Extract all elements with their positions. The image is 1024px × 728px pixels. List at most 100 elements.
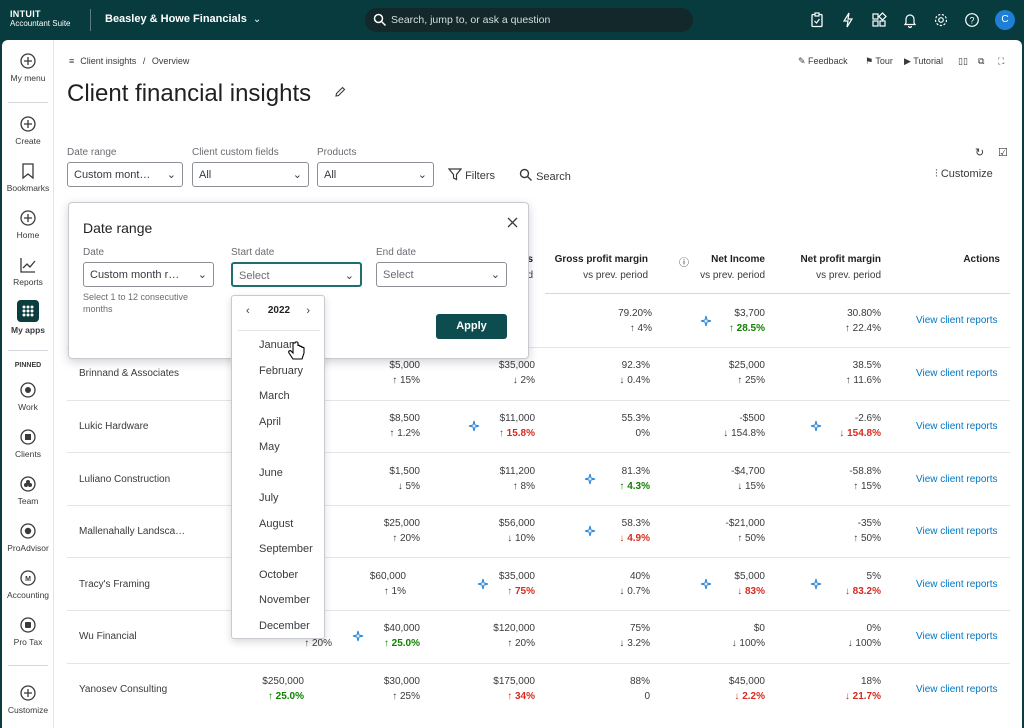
column-header-net-income[interactable]: ⓘ Net Income vs prev. period (675, 254, 765, 281)
client-name[interactable]: Brinnand & Associates (79, 368, 180, 379)
date-type-select[interactable]: Custom month r… ⌄ (83, 262, 214, 287)
arrow-down-icon: ↓ (723, 428, 732, 439)
month-option-december[interactable]: December (259, 620, 310, 632)
view-client-reports-link[interactable]: View client reports (916, 579, 998, 590)
cell: 88% 0 (577, 674, 650, 704)
split-view-icon[interactable]: ▯▯ (958, 56, 968, 66)
month-option-september[interactable]: September (259, 543, 313, 555)
company-switcher[interactable]: Beasley & Howe Financials ⌄ (105, 13, 261, 25)
cell: 0% ↓ 100% (797, 621, 881, 651)
nav-proadvisor[interactable]: ProAdvisor (2, 522, 54, 553)
nav-team[interactable]: Team (2, 475, 54, 506)
cell-value: $120,000 (493, 623, 535, 634)
client-name[interactable]: Luliano Construction (79, 474, 171, 485)
menu-lines-icon[interactable]: ≡ (69, 56, 75, 66)
apps-grid-icon[interactable] (871, 12, 887, 28)
global-search[interactable]: Search, jump to, or ask a question (365, 8, 693, 32)
nav-clients[interactable]: Clients (2, 428, 54, 459)
tutorial-link[interactable]: ▶ Tutorial (904, 56, 943, 67)
month-option-august[interactable]: August (259, 518, 294, 530)
table-row[interactable]: Wu Financial ↑ 20% $40,000 ↑ 25.0% $120,0… (67, 610, 1010, 663)
client-name[interactable]: Yanosev Consulting (79, 684, 168, 695)
clipboard-icon[interactable] (809, 12, 825, 28)
view-client-reports-link[interactable]: View client reports (916, 368, 998, 379)
nav-create[interactable]: Create (2, 115, 54, 146)
nav-customize[interactable]: Customize (2, 684, 54, 715)
feedback-link[interactable]: ✎ Feedback (798, 56, 848, 67)
products-select[interactable]: All ⌄ (317, 162, 434, 187)
gear-icon[interactable] (933, 12, 949, 28)
nav-home[interactable]: Home (2, 209, 54, 240)
filters-button[interactable]: Filters (447, 168, 495, 182)
view-client-reports-link[interactable]: View client reports (916, 684, 998, 695)
table-row[interactable]: Brinnand & Associates $5,000 ↑ 15% $35,00… (67, 347, 1010, 400)
nav-bookmarks[interactable]: Bookmarks (2, 162, 54, 193)
nav-reports[interactable]: Reports (2, 256, 54, 287)
search-button[interactable]: Search (519, 168, 571, 183)
view-client-reports-link[interactable]: View client reports (916, 474, 998, 485)
nav-my-apps[interactable]: My apps (2, 300, 54, 335)
month-option-june[interactable]: June (259, 467, 283, 479)
cell: 55.3% 0% (577, 411, 650, 441)
view-client-reports-link[interactable]: View client reports (916, 421, 998, 432)
intuit-logo[interactable]: INTUIT Accountant Suite (10, 9, 70, 29)
month-option-november[interactable]: November (259, 594, 310, 606)
open-external-icon[interactable]: ⧉ (978, 56, 985, 66)
nav-accounting[interactable]: M Accounting (2, 569, 54, 600)
table-row[interactable]: Tracy's Framing $60,000 ↑ 1% $35,000 ↑ 75%… (67, 557, 1010, 610)
view-client-reports-link[interactable]: View client reports (916, 526, 998, 537)
client-name[interactable]: Lukic Hardware (79, 421, 149, 432)
col-header-text: Actions (963, 254, 1000, 265)
apply-button[interactable]: Apply (436, 314, 507, 339)
nav-my-menu[interactable]: My menu (2, 52, 54, 83)
custom-fields-select[interactable]: All ⌄ (192, 162, 309, 187)
info-icon[interactable]: ⓘ (679, 258, 689, 269)
close-icon[interactable] (507, 217, 518, 228)
cell: $45,000 ↓ 2.2% (687, 674, 765, 704)
month-option-july[interactable]: July (259, 492, 279, 504)
start-date-select[interactable]: Select ⌄ (231, 262, 362, 287)
month-option-january[interactable]: January (259, 339, 299, 351)
month-option-february[interactable]: February (259, 365, 304, 377)
month-option-april[interactable]: April (259, 416, 282, 428)
breadcrumb-parent-link[interactable]: Client insights (80, 56, 137, 66)
search-label: Search (536, 171, 571, 183)
chevron-left-icon[interactable]: ‹ (246, 305, 250, 317)
client-name[interactable]: Tracy's Framing (79, 579, 150, 590)
client-name[interactable]: Wu Financial (79, 631, 137, 642)
column-header-npm[interactable]: Net profit margin vs prev. period (781, 254, 881, 281)
month-option-october[interactable]: October (259, 569, 299, 581)
cell-value: 18% (860, 676, 881, 687)
view-client-reports-link[interactable]: View client reports (916, 631, 998, 642)
nav-label: Team (17, 496, 39, 506)
expand-icon[interactable]: ⛶ (998, 56, 1005, 66)
view-client-reports-link[interactable]: View client reports (916, 315, 998, 326)
date-range-select[interactable]: Custom mont… ⌄ (67, 162, 183, 187)
user-avatar[interactable]: C (995, 10, 1015, 30)
tour-link[interactable]: ⚑ Tour (865, 56, 893, 67)
table-row[interactable]: Luliano Construction $1,500 ↓ 5% $11,200 ↑… (67, 452, 1010, 505)
pencil-icon[interactable] (334, 86, 346, 98)
app-frame: My menu Create Bookmarks Home Reports My… (2, 40, 1022, 728)
cell: $30,000 ↑ 25% (357, 674, 420, 704)
client-name[interactable]: Mallenahally Landsca… (79, 526, 186, 537)
end-date-select[interactable]: Select ⌄ (376, 262, 507, 287)
lightning-icon[interactable] (840, 12, 856, 28)
chevron-right-icon[interactable]: › (306, 305, 310, 317)
month-option-march[interactable]: March (259, 390, 290, 402)
edit-square-icon[interactable]: ☑ (998, 147, 1008, 159)
customize-button[interactable]: ⫶ Customize (935, 168, 993, 181)
column-header-gpm[interactable]: Gross profit margin vs prev. period (545, 254, 648, 281)
arrow-up-icon: ↑ (392, 533, 400, 544)
table-row[interactable]: Yanosev Consulting $250,000 ↑ 25.0% $30,0… (67, 663, 1010, 716)
col-header-sub: vs prev. period (816, 270, 881, 281)
refresh-icon[interactable]: ↻ (975, 147, 985, 159)
help-icon[interactable]: ? (964, 12, 980, 28)
table-row[interactable]: Mallenahally Landsca… $25,000 ↑ 20% $56,0… (67, 505, 1010, 558)
nav-pro-tax[interactable]: Pro Tax (2, 616, 54, 647)
table-row[interactable]: Lukic Hardware $8,500 ↑ 1.2% $11,000 ↑ 15.… (67, 400, 1010, 453)
nav-work[interactable]: Work (2, 381, 54, 412)
page-title: Client financial insights (67, 80, 312, 107)
month-option-may[interactable]: May (259, 441, 280, 453)
bell-icon[interactable] (902, 12, 918, 28)
